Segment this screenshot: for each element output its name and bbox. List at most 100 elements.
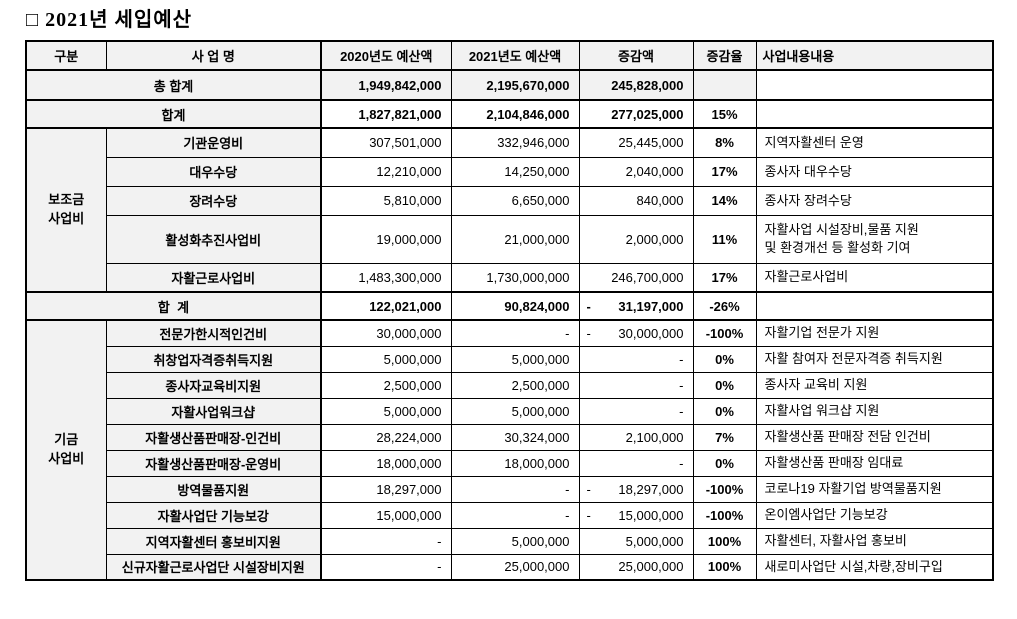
budget-2021-cell: 5,000,000 (450, 527, 580, 555)
project-name-cell: 신규자활근로사업단 시설장비지원 (105, 553, 322, 581)
budget-2021-cell: 2,104,846,000 (450, 99, 580, 129)
total-label-cell: 합계 (25, 99, 322, 129)
amount-value: 30,000,000 (618, 325, 684, 341)
change-rate-cell: 100% (692, 553, 757, 581)
minus-sign: - (586, 481, 591, 497)
project-name-cell: 자활사업워크샵 (105, 397, 322, 425)
negative-amount: - 18,297,000 (587, 482, 684, 497)
budget-2021-cell: 5,000,000 (450, 397, 580, 425)
budget-2021-cell: 14,250,000 (450, 156, 580, 187)
detail-cell: 지역자활센터 운영 (755, 127, 994, 158)
detail-cell (755, 69, 994, 101)
negative-amount: - 15,000,000 (587, 508, 684, 523)
minus-sign: - (586, 507, 591, 523)
budget-2020-cell: 5,000,000 (320, 397, 452, 425)
amount-value: 15,000,000 (618, 507, 684, 523)
detail-cell: 새로미사업단 시설,차량,장비구입 (755, 553, 994, 581)
change-rate-cell: 14% (692, 185, 757, 216)
project-name-cell: 전문가한시적인건비 (105, 319, 322, 347)
table-row: 기금 사업비 전문가한시적인건비 30,000,000- -30,000,000 -10… (25, 319, 994, 581)
detail-cell (755, 99, 994, 129)
detail-cell: 종사자 교육비 지원 (755, 371, 994, 399)
change-rate-cell: 0% (692, 371, 757, 399)
change-rate-cell: 8% (692, 127, 757, 158)
table-row: 자활생산품판매장-인건비 28,224,000 30,324,000 2,100,00… (26, 423, 994, 451)
header-budget-2021: 2021년도 예산액 (450, 40, 580, 71)
table-row: 장려수당 5,810,000 6,650,000 840,000 14% 종사자 장려수당 (26, 185, 994, 216)
total-label-cell: 합 계 (25, 291, 322, 321)
change-rate-cell: 11% (692, 214, 757, 264)
minus-sign: - (586, 325, 591, 341)
table-row: 보조금 사업비 기관운영비 307,501,000 332,946,000 25,445… (25, 127, 994, 293)
project-name-cell: 기관운영비 (105, 127, 322, 158)
table-row: 자활생산품판매장-운영비 18,000,000 18,000,000-0% 자활생산품… (26, 449, 994, 477)
change-amount-cell: - (578, 449, 694, 477)
project-name-cell: 활성화추진사업비 (105, 214, 322, 264)
detail-cell: 종사자 대우수당 (755, 156, 994, 187)
change-rate-cell: -100% (692, 319, 757, 347)
budget-2021-cell: 30,324,000 (450, 423, 580, 451)
budget-2021-cell: 25,000,000 (450, 553, 580, 581)
detail-cell: 자활생산품 판매장 임대료 (755, 449, 994, 477)
change-rate-cell: 0% (692, 345, 757, 373)
change-amount-cell: - (578, 397, 694, 425)
budget-2020-cell: - (320, 553, 452, 581)
budget-2020-cell: 30,000,000 (320, 319, 452, 347)
negative-amount: - 31,197,000 (587, 299, 684, 314)
budget-2020-cell: 1,827,821,000 (320, 99, 452, 129)
table-row: 총 합계 1,949,842,000 2,195,670,000 245,828,00… (25, 69, 994, 101)
negative-amount: - 30,000,000 (587, 326, 684, 341)
header-change-rate: 증감율 (692, 40, 757, 71)
project-name-cell: 방역물품지원 (105, 475, 322, 503)
change-amount-cell: 840,000 (578, 185, 694, 216)
table-row: 합 계 122,021,000 90,824,000- 31,197,000 -26% (25, 291, 994, 321)
budget-2021-cell: 332,946,000 (450, 127, 580, 158)
change-amount-cell: 25,000,000 (578, 553, 694, 581)
budget-2021-cell: 6,650,000 (450, 185, 580, 216)
category-group-cell: 기금 사업비 (25, 319, 107, 581)
table-row: 자활근로사업비 1,483,300,000 1,730,000,000 246,700… (26, 262, 994, 293)
change-amount-cell: 246,700,000 (578, 262, 694, 293)
amount-value: 18,297,000 (618, 481, 684, 497)
project-name-cell: 장려수당 (105, 185, 322, 216)
change-rate-cell (692, 69, 757, 101)
change-rate-cell: 0% (692, 449, 757, 477)
budget-2021-cell: 5,000,000 (450, 345, 580, 373)
detail-cell: 자활센터, 자활사업 홍보비 (755, 527, 994, 555)
detail-line: 자활사업 시설장비,물품 지원 (764, 222, 919, 238)
budget-2020-cell: 1,483,300,000 (320, 262, 452, 293)
table-row: 활성화추진사업비 19,000,000 21,000,000 2,000,000 11%… (26, 214, 994, 264)
table-row: 방역물품지원 18,297,000- -18,297,000 -100% 코로나19 자… (26, 475, 994, 503)
header-category: 구분 (25, 40, 107, 71)
detail-cell: 자활사업 시설장비,물품 지원 및 환경개선 등 활성화 기여 (755, 214, 994, 264)
project-name-cell: 자활생산품판매장-운영비 (105, 449, 322, 477)
table-row: 대우수당 12,210,000 14,250,000 2,040,000 17% 종사자 … (26, 156, 994, 187)
change-rate-cell: 17% (692, 262, 757, 293)
change-amount-cell: - 18,297,000 (578, 475, 694, 503)
change-rate-cell: 100% (692, 527, 757, 555)
total-label-cell: 총 합계 (25, 69, 322, 101)
project-name-cell: 자활사업단 기능보강 (105, 501, 322, 529)
change-amount-cell: 25,445,000 (578, 127, 694, 158)
detail-cell: 자활기업 전문가 지원 (755, 319, 994, 347)
change-rate-cell: -100% (692, 475, 757, 503)
table-row: 지역자활센터 홍보비지원 -5,000,000 5,000,000 100% 자활센터,… (26, 527, 994, 555)
project-name-cell: 자활근로사업비 (105, 262, 322, 293)
budget-2020-cell: 5,000,000 (320, 345, 452, 373)
table-body: 총 합계 1,949,842,000 2,195,670,000 245,828,00… (25, 69, 994, 581)
category-group-cell: 보조금 사업비 (25, 127, 107, 293)
project-name-cell: 대우수당 (105, 156, 322, 187)
amount-value: 31,197,000 (618, 298, 684, 314)
header-project-name: 사 업 명 (105, 40, 322, 71)
detail-cell: 자활근로사업비 (755, 262, 994, 293)
budget-2021-cell: 90,824,000 (450, 291, 580, 321)
change-rate-cell: -26% (692, 291, 757, 321)
table-row: 자활사업단 기능보강 15,000,000- -15,000,000 -100% 온이엠… (26, 501, 994, 529)
change-rate-cell: 7% (692, 423, 757, 451)
header-change-amount: 증감액 (578, 40, 694, 71)
table-row: 자활사업워크샵 5,000,000 5,000,000-0% 자활사업 워크샵 지원 (26, 397, 994, 425)
change-rate-cell: 0% (692, 397, 757, 425)
budget-2020-cell: 28,224,000 (320, 423, 452, 451)
table-row: 종사자교육비지원 2,500,000 2,500,000-0% 종사자 교육비 지원 (26, 371, 994, 399)
budget-2021-cell: 2,500,000 (450, 371, 580, 399)
